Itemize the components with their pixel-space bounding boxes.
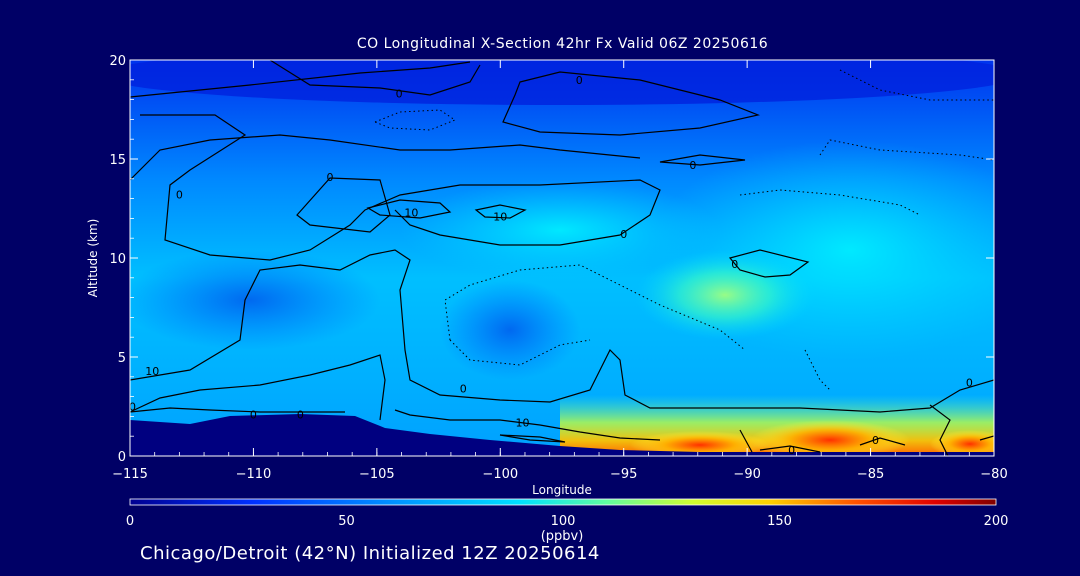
contour-label: 10: [145, 365, 159, 378]
contour-line: [979, 435, 994, 441]
contour-label: 0: [176, 189, 183, 202]
terrain: [130, 414, 994, 456]
contour-label: 0: [788, 444, 795, 457]
colorbar-tick-label: 100: [551, 514, 576, 529]
contour-line: [474, 204, 527, 219]
contour-label: 0: [620, 228, 627, 241]
contour-label: 0: [129, 401, 136, 414]
contour-label: 10: [404, 206, 418, 219]
contour-line: [499, 434, 566, 443]
x-tick-label: −90: [733, 467, 760, 482]
co-field-cyan-mid: [400, 180, 720, 280]
x-tick-label: −100: [482, 467, 518, 482]
co-field-dark-west: [130, 250, 380, 350]
colorbar-unit: (ppbv): [541, 529, 584, 544]
contour-label: 0: [731, 258, 738, 271]
dotted-contour-lines: [373, 69, 994, 391]
contour-lines: [130, 60, 994, 456]
contour-line: [366, 199, 452, 219]
contour-label: 10: [516, 416, 530, 429]
contour-line: [130, 407, 345, 413]
contour-line: [739, 429, 753, 453]
contour-label: 10: [493, 210, 507, 223]
y-tick-label: 10: [109, 252, 126, 267]
contour-line: [449, 339, 591, 366]
contour-label: 0: [326, 171, 333, 184]
contour-label: 0: [872, 434, 879, 447]
x-tick-label: −80: [980, 467, 1007, 482]
co-field-upper-dark: [130, 60, 994, 105]
x-tick-label: −85: [857, 467, 884, 482]
y-tick-label: 20: [109, 54, 126, 69]
colorbar-ticks: 0 50 100 150 200: [126, 514, 1009, 529]
contour-line: [759, 445, 821, 453]
y-tick-label: 0: [118, 450, 126, 465]
contour-label: 0: [576, 74, 583, 87]
y-tick-label: 5: [118, 351, 126, 366]
contour-line: [659, 154, 746, 166]
chart-title: CO Longitudinal X-Section 42hr Fx Valid …: [356, 36, 769, 52]
contour-line: [269, 60, 481, 96]
x-tick-label: −110: [236, 467, 272, 482]
contour-line: [130, 134, 641, 181]
contour-line: [444, 264, 746, 351]
contour-label: 0: [396, 88, 403, 101]
plot-area: 0 0 0 0 0 10 10 0 0 10 0 0 0 0 10 0 0 0: [129, 60, 994, 457]
co-field-dark-mid: [440, 280, 580, 380]
footer-caption: Chicago/Detroit (42°N) Initialized 12Z 2…: [140, 543, 600, 564]
contour-label: 0: [297, 408, 304, 421]
contour-label: 0: [689, 159, 696, 172]
x-tick-label: −95: [610, 467, 637, 482]
colorbar-tick-label: 0: [126, 514, 134, 529]
x-axis-label: Longitude: [532, 483, 592, 497]
x-tick-label: −115: [112, 467, 148, 482]
contour-line: [130, 249, 994, 413]
contour-line: [728, 249, 810, 278]
co-field-hot-1: [630, 431, 770, 456]
colorbar-tick-label: 150: [767, 514, 792, 529]
contour-labels: 0 0 0 0 0 10 10 0 0 10 0 0 0 0 10 0 0 0: [129, 74, 973, 457]
colorbar: [129, 498, 997, 506]
x-tick-label: −105: [359, 467, 395, 482]
y-axis: 0 5 10 15 20: [109, 54, 994, 465]
co-field-green: [635, 250, 815, 340]
contour-line: [859, 437, 906, 446]
contour-line: [130, 354, 386, 421]
colorbar-tick-label: 200: [984, 514, 1009, 529]
contour-line: [296, 177, 391, 233]
contour-line: [130, 61, 471, 98]
contour-line: [929, 404, 951, 456]
co-field-hot-3: [930, 430, 994, 456]
contour-line: [140, 114, 661, 261]
contour-label: 0: [250, 408, 257, 421]
contour-line: [502, 71, 761, 136]
co-field-hot-2: [750, 420, 910, 456]
x-axis: −115 −110 −105 −100 −95 −90 −85 −80: [112, 60, 1008, 482]
colorbar-tick-label: 50: [338, 514, 355, 529]
y-tick-label: 15: [109, 153, 126, 168]
contour-line: [394, 409, 661, 441]
contour-label: 0: [460, 383, 467, 396]
contour-label: 0: [966, 377, 973, 390]
y-axis-label: Altitude (km): [86, 219, 100, 298]
